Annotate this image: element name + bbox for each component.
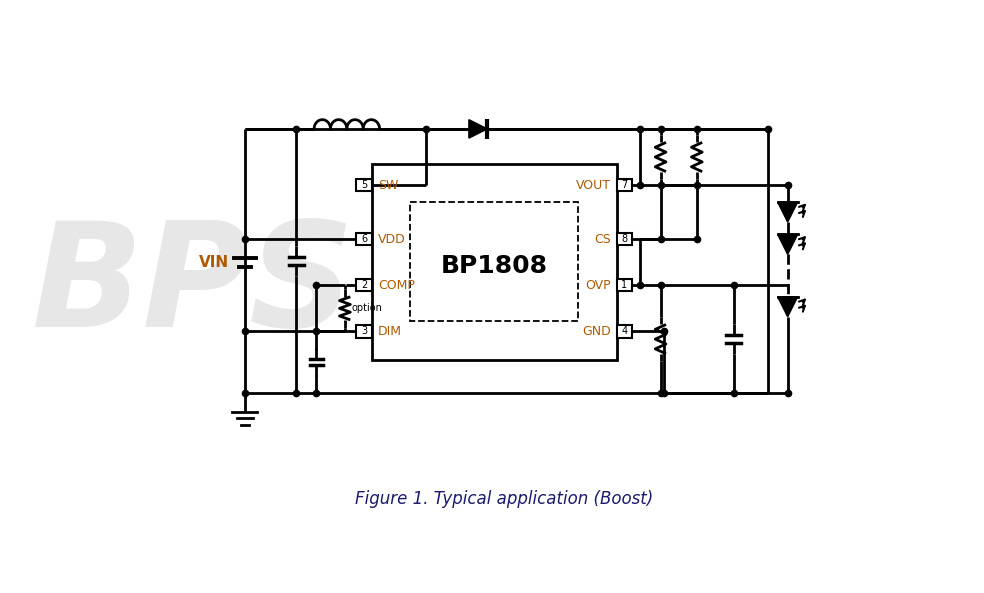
Bar bbox=[617, 233, 632, 245]
Text: SW: SW bbox=[378, 178, 399, 192]
Text: 6: 6 bbox=[361, 234, 367, 244]
Text: 5: 5 bbox=[361, 180, 367, 190]
Text: GND: GND bbox=[582, 325, 610, 338]
Bar bbox=[356, 279, 372, 291]
Bar bbox=[617, 325, 632, 337]
Polygon shape bbox=[469, 120, 487, 138]
Text: 3: 3 bbox=[361, 326, 367, 336]
Bar bbox=[617, 179, 632, 192]
Text: Figure 1. Typical application (Boost): Figure 1. Typical application (Boost) bbox=[355, 489, 653, 508]
Polygon shape bbox=[777, 202, 798, 222]
Text: 1: 1 bbox=[621, 280, 628, 290]
Polygon shape bbox=[777, 234, 798, 254]
Text: 8: 8 bbox=[621, 234, 628, 244]
Text: BPS: BPS bbox=[31, 216, 355, 357]
Bar bbox=[372, 164, 617, 360]
Text: VOUT: VOUT bbox=[576, 178, 610, 192]
Text: 7: 7 bbox=[621, 180, 628, 190]
Bar bbox=[356, 233, 372, 245]
Text: VIN: VIN bbox=[200, 254, 229, 270]
Bar bbox=[410, 202, 579, 321]
Text: 4: 4 bbox=[621, 326, 628, 336]
Text: DIM: DIM bbox=[378, 325, 402, 338]
Bar bbox=[356, 179, 372, 192]
Text: 2: 2 bbox=[361, 280, 367, 290]
Bar bbox=[356, 325, 372, 337]
Text: COMP: COMP bbox=[378, 279, 415, 292]
Text: option: option bbox=[351, 304, 382, 313]
Polygon shape bbox=[777, 296, 798, 317]
Bar bbox=[617, 279, 632, 291]
Text: BP1808: BP1808 bbox=[441, 254, 548, 278]
Text: VDD: VDD bbox=[378, 232, 405, 246]
Text: CS: CS bbox=[593, 232, 610, 246]
Text: OVP: OVP bbox=[584, 279, 610, 292]
